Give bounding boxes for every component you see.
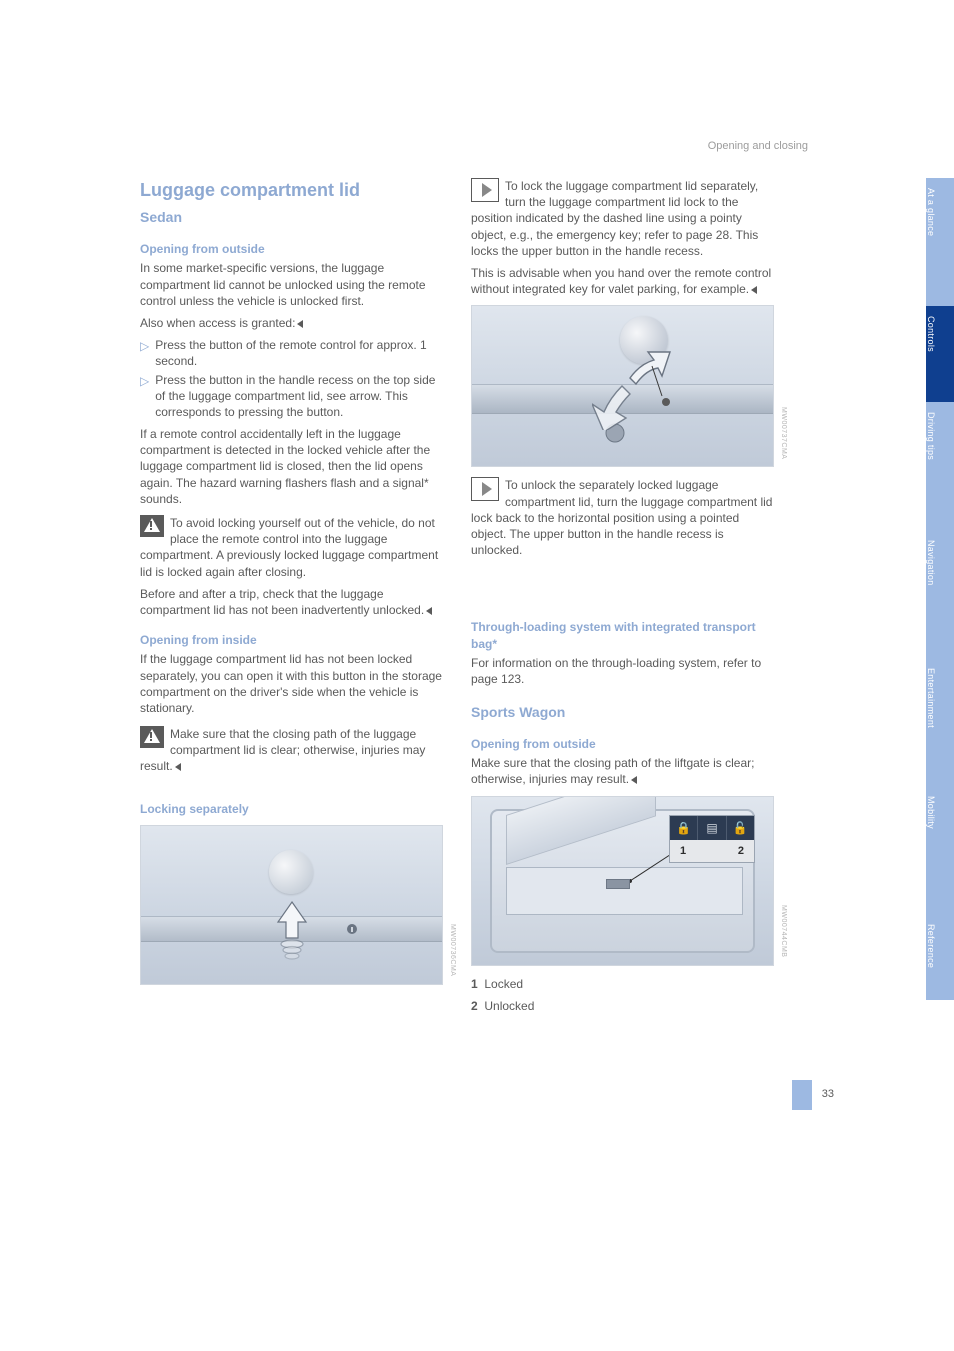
warning-icon (140, 515, 164, 537)
bullet-2: ▷ Press the button in the handle recess … (140, 372, 443, 421)
figure-3-label: MW00744CMB (779, 905, 788, 957)
tip-icon (471, 178, 499, 202)
bullet-icon: ▷ (140, 338, 149, 354)
car-rear-icon: ▤ (698, 816, 726, 841)
subsection-sedan: Sedan (140, 208, 443, 227)
figure-3-img: 🔒 ▤ 🔓 1 2 (471, 796, 774, 966)
label-opening-outside: Opening from outside (140, 241, 443, 257)
lock-keyhole-icon (345, 922, 359, 936)
legend-2: 2 Unlocked (471, 998, 774, 1014)
figure-3: 🔒 ▤ 🔓 1 2 MW00744CMB (471, 796, 774, 966)
side-tab-label: Driving tips (926, 402, 936, 460)
warning-1: To avoid locking yourself out of the veh… (140, 515, 443, 580)
tip-1-after: This is advisable when you hand over the… (471, 265, 774, 297)
main-content: Luggage compartment lid Sedan Opening fr… (140, 178, 775, 1020)
bullet-2-text: Press the button in the handle recess on… (155, 372, 443, 421)
warning-wagon: Make sure that the closing path of the l… (471, 755, 774, 787)
side-tab-label: Mobility (926, 786, 936, 829)
bullet-1-text: Press the button of the remote control f… (155, 337, 443, 369)
side-tab-label: At a glance (926, 178, 936, 236)
side-tab-label: Entertainment (926, 658, 936, 728)
side-tab[interactable]: Driving tips (926, 402, 954, 530)
triangle-marker-icon (297, 320, 303, 328)
through-loading-text: For information on the through-loading s… (471, 655, 774, 687)
side-tab[interactable]: At a glance (926, 178, 954, 306)
subsection-sports-wagon: Sports Wagon (471, 703, 774, 722)
lock-unlocked-icon: 🔓 (727, 816, 754, 841)
warning-2: Make sure that the closing path of the l… (140, 726, 443, 775)
side-tab[interactable]: Reference (926, 914, 954, 1000)
warning-1-text: To avoid locking yourself out of the veh… (140, 516, 438, 579)
tip-icon (471, 477, 499, 501)
side-tab[interactable]: Controls (926, 306, 954, 402)
side-tab[interactable]: Entertainment (926, 658, 954, 786)
curved-arrow-icon (592, 340, 672, 430)
warning-1-extra: Before and after a trip, check that the … (140, 586, 443, 618)
label-opening-inside: Opening from inside (140, 632, 443, 648)
side-tab-label: Controls (926, 306, 936, 352)
side-tab[interactable]: Navigation (926, 530, 954, 658)
bullet-1: ▷ Press the button of the remote control… (140, 337, 443, 369)
after-bullets-text: If a remote control accidentally left in… (140, 426, 443, 507)
page-number-bar (792, 1080, 812, 1110)
page-footer: 33 (0, 1080, 954, 1110)
callout-icons-row: 🔒 ▤ 🔓 (670, 816, 754, 841)
tip-2-text: To unlock the separately locked luggage … (471, 478, 772, 557)
callout-num-1: 1 (680, 844, 686, 859)
side-tabs: At a glance Controls Driving tips Navigatio… (926, 178, 954, 1000)
inside-text: If the luggage compartment lid has not b… (140, 651, 443, 716)
triangle-marker-icon (426, 607, 432, 615)
side-tab[interactable]: Mobility (926, 786, 954, 914)
figure-2-img (471, 305, 774, 467)
tip-1: To lock the luggage compartment lid sepa… (471, 178, 774, 259)
arrow-up-icon (272, 898, 312, 978)
triangle-marker-icon (751, 286, 757, 294)
figure-1: MW00736CMA (140, 825, 443, 985)
label-opening-outside-2: Opening from outside (471, 736, 774, 752)
intro-text-2: Also when access is granted: (140, 315, 443, 331)
lock-switch (606, 879, 630, 889)
warning-2-text: Make sure that the closing path of the l… (140, 727, 425, 773)
side-tab-label: Navigation (926, 530, 936, 586)
callout-num-2: 2 (738, 844, 744, 859)
label-through-loading: Through-loading system with integrated t… (471, 619, 774, 651)
figure-2-label: MW00737CMA (779, 407, 788, 459)
header-breadcrumb: Opening and closing (708, 140, 808, 152)
figure-1-label: MW00736CMA (448, 924, 457, 976)
legend-1: 1 Locked (471, 976, 774, 992)
side-tab-label: Reference (926, 914, 936, 968)
bullet-icon: ▷ (140, 373, 149, 389)
column-right: To lock the luggage compartment lid sepa… (471, 178, 774, 1020)
column-left: Luggage compartment lid Sedan Opening fr… (140, 178, 443, 1020)
lock-locked-icon: 🔒 (670, 816, 698, 841)
bmw-badge-icon (269, 850, 313, 894)
tip-1-text: To lock the luggage compartment lid sepa… (471, 179, 758, 258)
intro-text: In some market-specific versions, the lu… (140, 260, 443, 309)
tip-2: To unlock the separately locked luggage … (471, 477, 774, 605)
callout-numbers: 1 2 (670, 840, 754, 861)
triangle-marker-icon (631, 776, 637, 784)
trunk-compartment (506, 867, 743, 915)
figure-2: MW00737CMA (471, 305, 774, 467)
figure-1-img (140, 825, 443, 985)
warning-icon (140, 726, 164, 748)
section-title: Luggage compartment lid (140, 178, 443, 202)
page-number: 33 (822, 1088, 834, 1100)
triangle-marker-icon (175, 763, 181, 771)
label-locking-separately: Locking separately (140, 801, 443, 817)
callout-box: 🔒 ▤ 🔓 1 2 (669, 815, 755, 863)
